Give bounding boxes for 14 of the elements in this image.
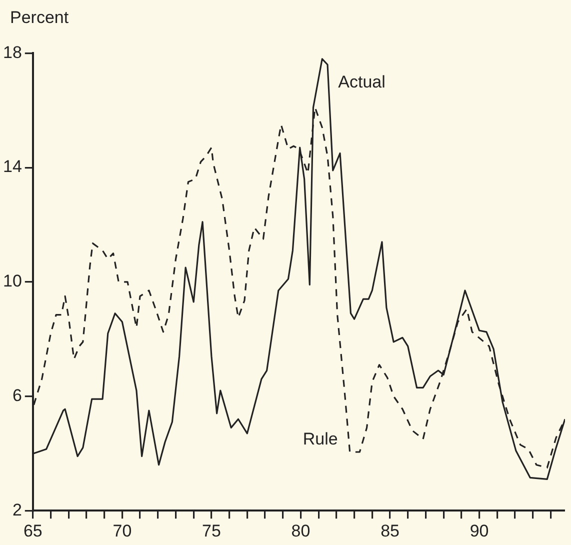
x-tick-label: 70 [112,521,132,540]
x-tick-label: 65 [23,521,42,540]
x-tick-label: 80 [291,521,310,540]
series-label: Actual [338,72,386,92]
x-tick-label: 85 [380,521,400,540]
x-tick-label: 90 [470,521,489,540]
y-tick-label: 2 [12,500,22,520]
y-tick-label: 14 [2,157,22,176]
y-tick-label: 18 [2,42,22,62]
y-tick-label: 10 [2,272,22,291]
y-tick-label: 6 [12,386,22,405]
y-axis-title: Percent [10,8,69,28]
x-tick-label: 75 [202,521,221,540]
series-label: Rule [302,430,338,449]
